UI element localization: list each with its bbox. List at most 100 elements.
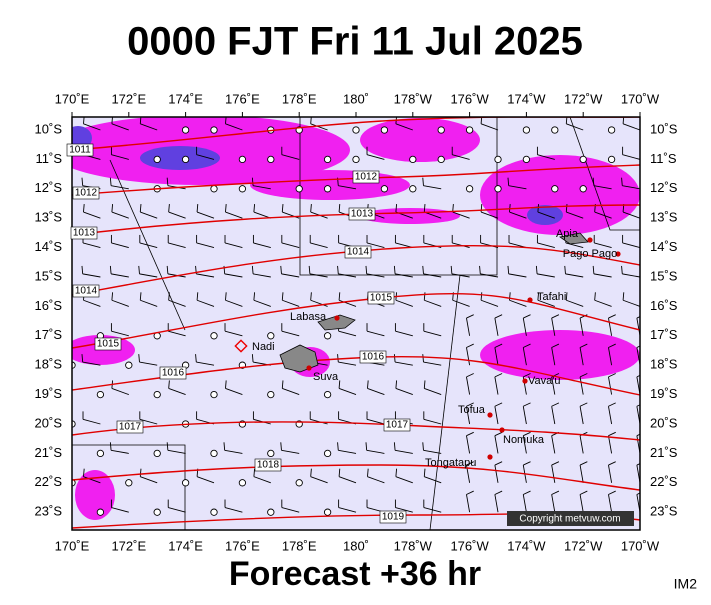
barb-feather <box>253 204 256 213</box>
calm-marker <box>96 508 105 516</box>
barb-shaft <box>494 347 499 366</box>
lat-label-right: 19˚S <box>650 386 678 401</box>
barb-shaft <box>509 211 527 219</box>
barb-shaft <box>282 299 300 307</box>
calm-marker <box>409 185 417 193</box>
lon-label-top: 172˚E <box>111 91 146 106</box>
calm-marker <box>323 508 332 516</box>
barb-shaft <box>196 273 215 278</box>
barb-shaft <box>168 299 186 307</box>
barb-feather <box>494 490 503 495</box>
lon-label-top: 178˚E <box>282 91 317 106</box>
barb-feather <box>450 265 453 274</box>
barb-shaft <box>494 464 499 483</box>
barb-feather <box>395 204 398 213</box>
barb-feather <box>636 316 640 319</box>
barb-feather <box>551 343 560 348</box>
calm-marker <box>607 155 616 164</box>
barb-shaft <box>494 317 499 336</box>
calm-marker <box>210 126 218 134</box>
barb-feather <box>281 292 284 301</box>
barb-shaft <box>594 242 612 249</box>
barb-shaft <box>225 299 243 307</box>
calm-marker <box>465 185 474 193</box>
place-marker <box>306 365 312 371</box>
lat-label-left: 22˚S <box>35 474 63 489</box>
barb-shaft <box>424 211 442 219</box>
barb-feather <box>337 265 339 274</box>
place-label: Tafahi <box>537 291 566 303</box>
barb-shaft <box>423 273 442 278</box>
barb-feather <box>509 292 511 301</box>
barb-feather <box>523 402 531 407</box>
isobar-label-box <box>66 143 94 157</box>
lat-label-left: 19˚S <box>35 386 63 401</box>
calm-marker <box>238 185 247 193</box>
barb-shaft <box>253 242 271 249</box>
calm-marker <box>210 390 218 399</box>
barb-shaft <box>494 376 499 395</box>
barb-shaft <box>140 476 158 484</box>
barb-shaft <box>111 154 129 160</box>
barb-shaft <box>196 242 215 249</box>
barb-feather <box>138 354 140 363</box>
barb-feather <box>253 468 256 477</box>
barb-shaft <box>579 347 584 366</box>
barb-shaft <box>579 406 584 425</box>
isobar-label-box <box>359 350 387 364</box>
lat-label-left: 18˚S <box>35 357 63 372</box>
lon-label-top: 174˚E <box>168 91 203 106</box>
barb-shaft <box>622 211 640 219</box>
barb-shaft <box>423 330 442 337</box>
rain-area <box>480 330 640 380</box>
barb-feather <box>608 373 616 378</box>
lat-label-right: 20˚S <box>650 415 678 430</box>
barb-feather <box>523 373 531 378</box>
calm-marker <box>238 479 247 487</box>
lat-label-right: 23˚S <box>650 504 678 519</box>
lat-label-left: 16˚S <box>35 298 63 313</box>
calm-marker <box>551 185 559 193</box>
place-label: Labasa <box>290 311 327 323</box>
barb-shaft <box>508 273 527 278</box>
place-marker <box>234 339 248 353</box>
barb-shaft <box>622 273 640 278</box>
barb-shaft <box>579 317 584 336</box>
isobar-label: 1019 <box>382 512 405 523</box>
barb-shaft <box>168 242 186 249</box>
isobar <box>72 244 640 296</box>
calm-marker <box>210 508 218 516</box>
barb-shaft <box>537 299 555 307</box>
lon-label-bottom: 174˚E <box>168 538 203 553</box>
calm-marker <box>267 508 275 516</box>
barb-feather <box>109 177 112 186</box>
barb-shaft <box>110 273 129 278</box>
barb-shaft <box>338 299 357 307</box>
barb-feather <box>608 490 616 495</box>
barb-feather <box>280 265 282 274</box>
barb-shaft <box>281 330 300 337</box>
calm-marker <box>323 185 332 193</box>
barb-feather <box>395 380 398 389</box>
calm-marker <box>295 185 303 193</box>
barb-shaft <box>593 185 612 190</box>
barb-feather <box>139 204 142 213</box>
calm-marker <box>380 185 389 193</box>
barb-feather <box>579 343 588 348</box>
barb-shaft <box>494 494 499 513</box>
barb-shaft <box>522 494 527 513</box>
barb-shaft <box>394 361 413 366</box>
barb-shaft <box>522 347 527 366</box>
barb-shaft <box>551 435 556 454</box>
barb-shaft <box>395 388 413 396</box>
isobar-label-box <box>94 337 122 351</box>
barb-shaft <box>224 242 243 249</box>
box-line <box>429 274 461 530</box>
lat-label-right: 13˚S <box>650 210 678 225</box>
lat-label-left: 21˚S <box>35 445 63 460</box>
lon-label-top: 180˚ <box>343 91 369 106</box>
barb-feather <box>310 468 312 477</box>
barb-shaft <box>83 299 101 307</box>
barb-shaft <box>253 211 271 219</box>
calm-marker <box>153 155 161 164</box>
